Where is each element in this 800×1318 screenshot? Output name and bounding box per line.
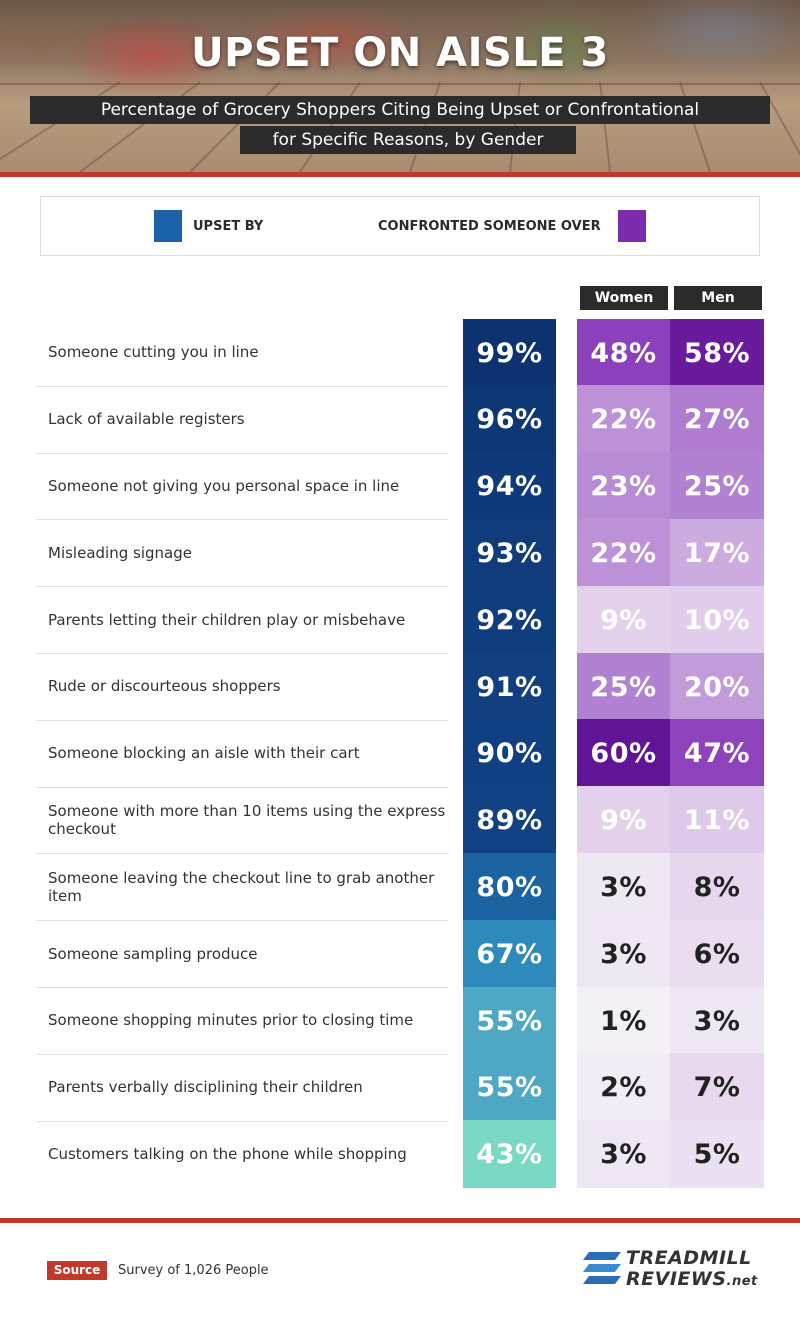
women-value-cell: 23% <box>577 452 670 520</box>
legend-swatch-upset <box>154 210 182 242</box>
row-divider <box>36 987 448 988</box>
source-tag: Source <box>47 1261 107 1280</box>
row-label: Someone not giving you personal space in… <box>48 476 400 495</box>
logo-text-line-2: REVIEWS.net <box>626 1268 758 1293</box>
upset-value-cell: 55% <box>463 1053 556 1121</box>
row-label: Rude or discourteous shoppers <box>48 677 281 696</box>
upset-value-cell: 93% <box>463 519 556 587</box>
women-value-cell: 22% <box>577 385 670 453</box>
men-value-cell: 20% <box>670 653 764 721</box>
men-value-cell: 5% <box>670 1120 764 1188</box>
row-label: Someone leaving the checkout line to gra… <box>48 868 435 905</box>
page-title: UPSET ON AISLE 3 <box>191 30 609 76</box>
women-value-cell: 2% <box>577 1053 670 1121</box>
upset-value-cell: 96% <box>463 385 556 453</box>
row-label: Someone with more than 10 items using th… <box>48 801 446 838</box>
legend: UPSET BY CONFRONTED SOMEONE OVER <box>40 196 760 256</box>
women-value-cell: 3% <box>577 920 670 988</box>
women-value-cell: 9% <box>577 786 670 854</box>
header-banner: UPSET ON AISLE 3 Percentage of Grocery S… <box>0 0 800 172</box>
men-value-cell: 47% <box>670 719 764 787</box>
legend-label-upset: UPSET BY <box>193 219 264 234</box>
row-label: Parents letting their children play or m… <box>48 610 406 629</box>
footer-divider <box>0 1218 800 1223</box>
source-text: Survey of 1,026 People <box>118 1263 269 1278</box>
men-value-cell: 11% <box>670 786 764 854</box>
upset-value-cell: 91% <box>463 653 556 721</box>
logo-text-suffix: .net <box>726 1274 758 1289</box>
upset-value-cell: 43% <box>463 1120 556 1188</box>
legend-swatch-confronted <box>618 210 646 242</box>
row-label: Someone sampling produce <box>48 944 258 963</box>
men-value-cell: 6% <box>670 920 764 988</box>
header-divider <box>0 172 800 177</box>
row-divider <box>36 1121 448 1122</box>
upset-value-cell: 67% <box>463 920 556 988</box>
upset-value-cell: 89% <box>463 786 556 854</box>
row-divider <box>36 1054 448 1055</box>
upset-value-cell: 94% <box>463 452 556 520</box>
row-divider <box>36 787 448 788</box>
row-divider <box>36 920 448 921</box>
row-divider <box>36 720 448 721</box>
row-divider <box>36 386 448 387</box>
men-value-cell: 7% <box>670 1053 764 1121</box>
logo-text-line-1: TREADMILL <box>626 1247 752 1269</box>
upset-value-cell: 92% <box>463 586 556 654</box>
women-value-cell: 48% <box>577 319 670 387</box>
upset-value-cell: 90% <box>463 719 556 787</box>
women-value-cell: 60% <box>577 719 670 787</box>
men-value-cell: 3% <box>670 987 764 1055</box>
row-label: Customers talking on the phone while sho… <box>48 1144 407 1163</box>
men-value-cell: 10% <box>670 586 764 654</box>
women-value-cell: 25% <box>577 653 670 721</box>
row-divider <box>36 586 448 587</box>
women-value-cell: 9% <box>577 586 670 654</box>
row-divider <box>36 519 448 520</box>
men-value-cell: 58% <box>670 319 764 387</box>
column-header-men: Men <box>674 286 762 310</box>
upset-value-cell: 55% <box>463 987 556 1055</box>
logo-text-reviews: REVIEWS <box>626 1268 727 1290</box>
row-divider <box>36 453 448 454</box>
men-value-cell: 17% <box>670 519 764 587</box>
row-label: Someone cutting you in line <box>48 343 259 362</box>
men-value-cell: 27% <box>670 385 764 453</box>
women-value-cell: 22% <box>577 519 670 587</box>
row-label: Misleading signage <box>48 543 192 562</box>
row-label: Someone shopping minutes prior to closin… <box>48 1011 414 1030</box>
women-value-cell: 3% <box>577 1120 670 1188</box>
women-value-cell: 1% <box>577 987 670 1055</box>
row-divider <box>36 653 448 654</box>
legend-label-confronted: CONFRONTED SOMEONE OVER <box>378 219 601 234</box>
column-header-women: Women <box>580 286 668 310</box>
row-label: Someone blocking an aisle with their car… <box>48 744 360 763</box>
row-divider <box>36 853 448 854</box>
row-label: Parents verbally disciplining their chil… <box>48 1078 363 1097</box>
subtitle-line-1: Percentage of Grocery Shoppers Citing Be… <box>30 96 770 124</box>
men-value-cell: 8% <box>670 853 764 921</box>
treadmill-logo-icon <box>583 1252 621 1284</box>
upset-value-cell: 80% <box>463 853 556 921</box>
men-value-cell: 25% <box>670 452 764 520</box>
upset-value-cell: 99% <box>463 319 556 387</box>
subtitle-line-2: for Specific Reasons, by Gender <box>240 126 576 154</box>
row-label: Lack of available registers <box>48 410 245 429</box>
women-value-cell: 3% <box>577 853 670 921</box>
